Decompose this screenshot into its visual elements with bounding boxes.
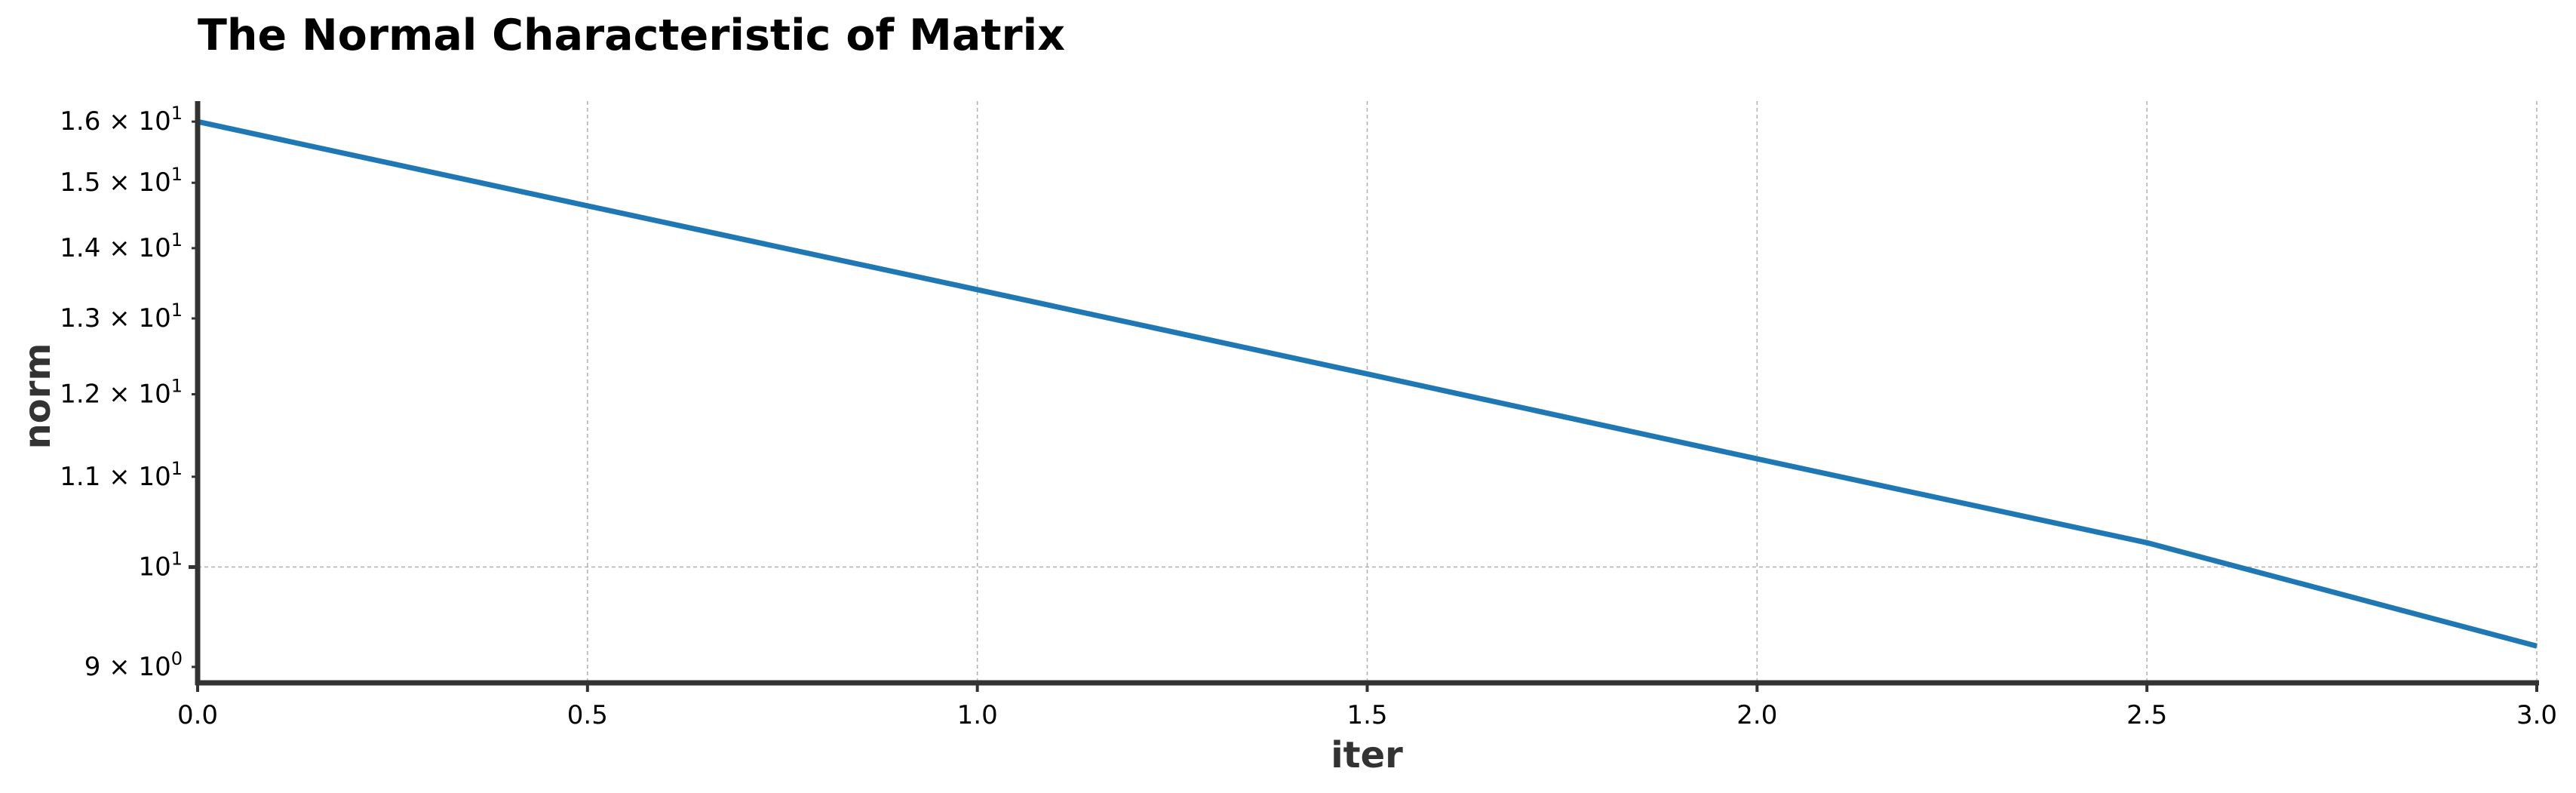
y-tick-label: 9 × 100 [84, 648, 183, 682]
x-axis-label: iter [1331, 734, 1403, 776]
y-tick-label: 1.2 × 101 [60, 376, 183, 410]
x-tick-label: 3.0 [2516, 700, 2557, 730]
x-tick-label: 2.0 [1736, 700, 1777, 730]
y-tick-label: 1.1 × 101 [60, 458, 183, 492]
axes-layer [189, 101, 2539, 692]
y-tick-label: 1.5 × 101 [60, 164, 183, 198]
x-tick-label: 0.0 [177, 700, 218, 730]
y-tick-label: 1.4 × 101 [60, 229, 183, 263]
x-tick-label: 0.5 [567, 700, 608, 730]
x-tick-label: 2.5 [2126, 700, 2167, 730]
y-axis-label: norm [17, 343, 59, 450]
y-tick-label: 1.6 × 101 [60, 103, 183, 137]
x-tick-label: 1.5 [1346, 700, 1387, 730]
chart-title: The Normal Characteristic of Matrix [198, 11, 1065, 60]
series-layer [197, 118, 2538, 649]
tick-labels: 0.0 0.5 1.0 1.5 2.0 2.5 3.0 9 × 100 101 1.1 × 101… [60, 103, 2557, 730]
grid-layer [198, 101, 2538, 683]
y-tick-label: 101 [138, 549, 183, 582]
series-line [197, 118, 2538, 649]
x-tick-label: 1.0 [957, 700, 998, 730]
y-tick-label: 1.3 × 101 [60, 300, 183, 333]
